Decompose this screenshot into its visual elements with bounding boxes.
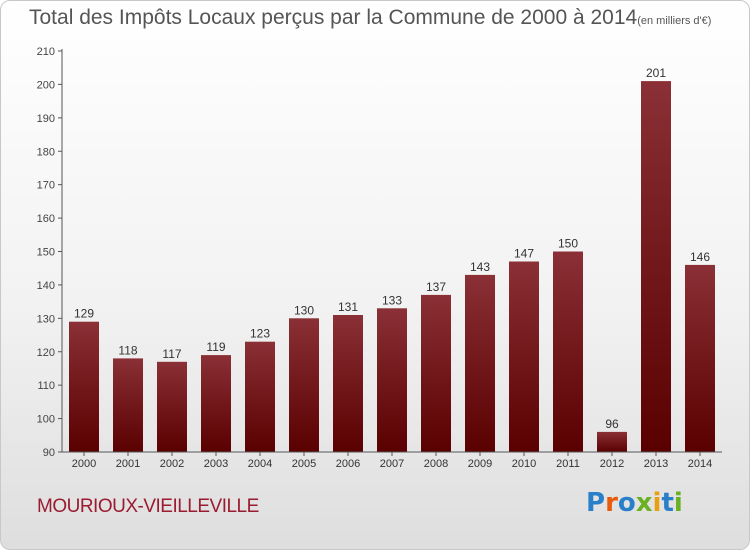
bar-2009 [465,274,495,452]
bar-value-label-2012: 96 [605,417,619,431]
x-tick-label-2006: 2006 [336,458,360,470]
bar-value-label-2002: 117 [162,347,181,361]
bar-value-label-2010: 147 [514,247,534,261]
bar-value-label-2004: 123 [250,327,270,341]
y-tick-label: 110 [37,380,55,392]
chart-unit: (en milliers d'€) [637,15,712,27]
bar-value-label-2011: 150 [558,237,578,251]
bar-value-label-2000: 129 [74,307,94,321]
bar-2014 [685,264,715,452]
x-tick-label-2009: 2009 [468,458,492,470]
x-tick-label-2008: 2008 [424,458,448,470]
x-tick-label-2000: 2000 [72,458,96,470]
bar-value-label-2006: 131 [338,300,358,314]
y-tick-label: 120 [37,347,55,359]
x-tick-label-2002: 2002 [160,458,184,470]
y-tick-label: 180 [37,146,55,158]
logo-letter: t [661,488,674,518]
y-tick-label: 90 [43,447,55,459]
bar-2010 [509,261,539,452]
bar-2004 [245,341,275,452]
x-tick-label-2001: 2001 [116,458,140,470]
logo-letter: o [617,488,636,518]
bars: 129 118 117 119 123 130 131 133 137 143 147 150 96 20… [69,66,715,452]
logo-letter: i [673,488,683,518]
y-tick-label: 190 [37,113,55,125]
y-tick-label: 150 [37,247,55,259]
x-tick-label-2012: 2012 [600,458,624,470]
x-tick-label-2013: 2013 [644,458,668,470]
chart-title-text: Total des Impôts Locaux perçus par la Co… [29,6,638,29]
logo-letter: i [652,488,662,518]
bar-value-label-2008: 137 [426,280,446,294]
bar-2008 [421,294,451,452]
bar-value-label-2003: 119 [206,340,225,354]
x-tick-label-2014: 2014 [688,458,712,470]
y-tick-label: 210 [37,46,55,58]
y-tick-label: 100 [37,414,55,426]
logo-letter: r [605,488,618,518]
bar-2005 [289,318,319,452]
bar-value-label-2001: 118 [118,343,137,357]
y-tick-label: 160 [37,213,55,225]
x-tick-label-2003: 2003 [204,458,228,470]
x-tick-label-2004: 2004 [248,458,272,470]
x-tick-label-2010: 2010 [512,458,536,470]
y-tick-label: 140 [37,280,55,292]
bar-2000 [69,321,99,452]
bar-value-label-2005: 130 [294,303,314,317]
bar-value-label-2009: 143 [470,260,490,274]
bar-value-label-2007: 133 [382,293,402,307]
bar-2012 [597,431,627,452]
bar-2002 [157,361,187,452]
axes: 90 100 110 120 130 140 150 160 170 180 190 200 210 20… [37,46,722,470]
proxiti-logo: Proxiti [586,488,683,518]
x-tick-label-2007: 2007 [380,458,404,470]
bar-2006 [333,315,363,452]
bar-2003 [201,355,231,452]
x-tick-label-2005: 2005 [292,458,316,470]
bar-2007 [377,308,407,452]
bar-value-label-2013: 201 [646,66,666,80]
logo-letter: P [586,488,606,518]
bar-2001 [113,358,143,452]
bar-2013 [641,81,671,452]
bar-2011 [553,251,583,452]
chart-title: Total des Impôts Locaux perçus par la Co… [29,6,711,30]
y-tick-label: 200 [37,79,55,91]
y-tick-label: 130 [37,313,55,325]
commune-name: MOURIOUX-VIEILLEVILLE [37,496,259,517]
bar-value-label-2014: 146 [690,250,710,264]
x-tick-label-2011: 2011 [556,458,580,470]
logo-letter: x [635,488,653,518]
y-tick-label: 170 [37,180,55,192]
